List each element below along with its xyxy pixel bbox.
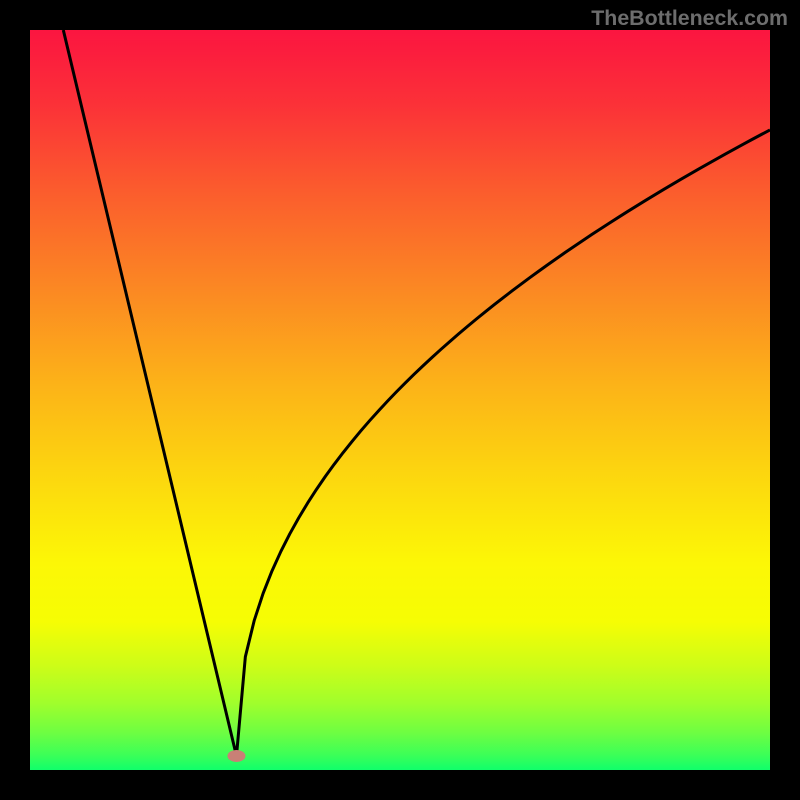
chart-container: TheBottleneck.com bbox=[0, 0, 800, 800]
optimum-marker bbox=[227, 750, 245, 762]
plot-area bbox=[30, 30, 770, 770]
curve-layer bbox=[30, 30, 770, 770]
watermark-text: TheBottleneck.com bbox=[591, 6, 788, 31]
bottleneck-curve bbox=[63, 30, 770, 756]
